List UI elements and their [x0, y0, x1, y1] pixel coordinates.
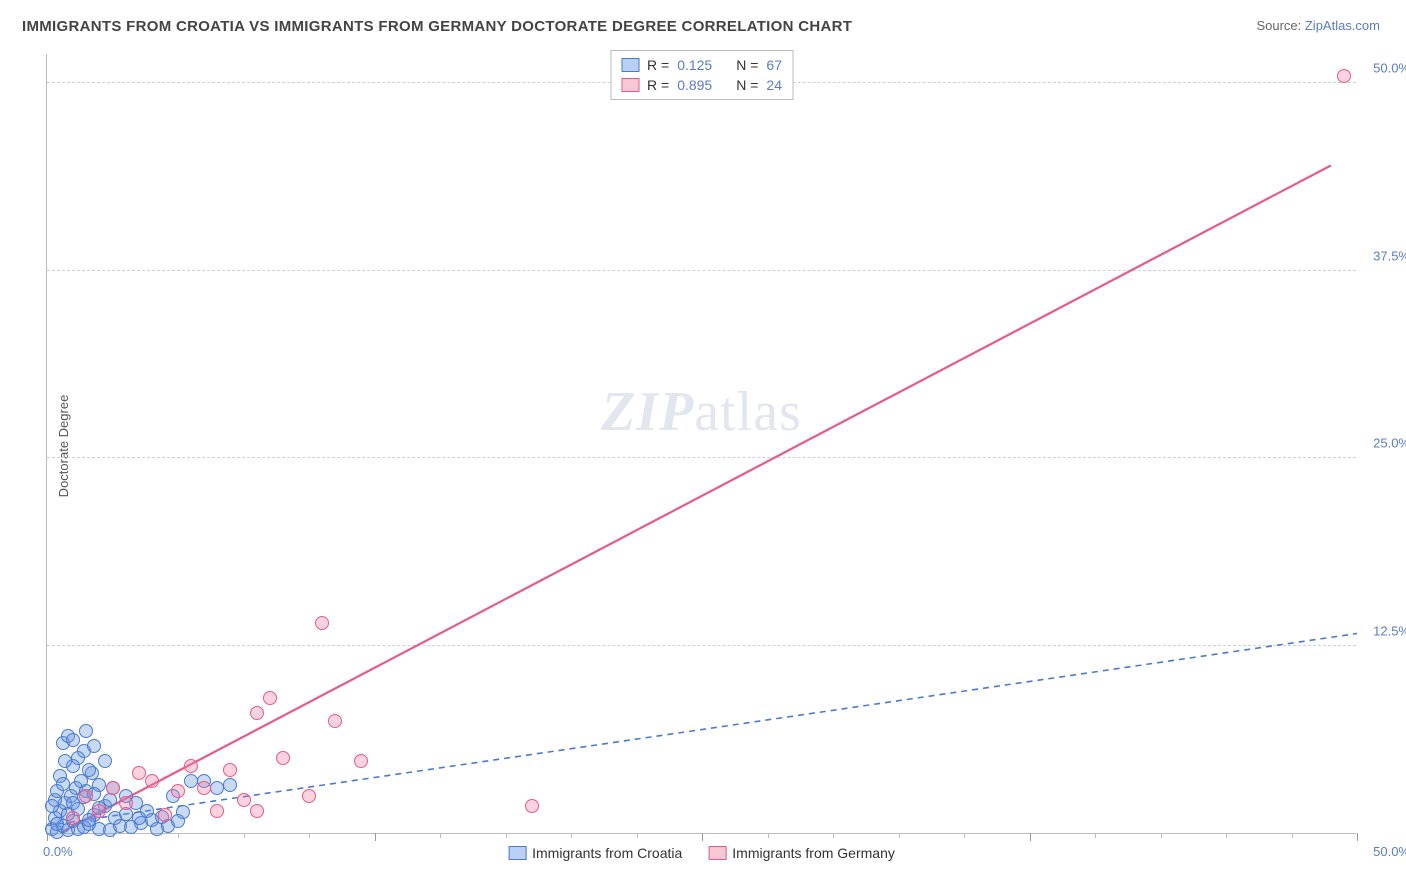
watermark-atlas: atlas — [694, 381, 802, 443]
x-tick-minor — [1226, 833, 1227, 838]
legend-label-germany: Immigrants from Germany — [732, 845, 895, 861]
x-tick-minor — [637, 833, 638, 838]
data-point-germany — [132, 766, 146, 780]
legend-stats: R = 0.125 N = 67 R = 0.895 N = 24 — [610, 50, 793, 100]
data-point-croatia — [98, 754, 112, 768]
overlay-svg — [47, 53, 1357, 833]
data-point-germany — [276, 751, 290, 765]
data-point-croatia — [176, 805, 190, 819]
data-point-croatia — [210, 781, 224, 795]
x-tick-minor — [571, 833, 572, 838]
origin-label: 0.0% — [43, 844, 73, 859]
y-tick-label: 50.0% — [1373, 61, 1406, 76]
data-point-croatia — [79, 724, 93, 738]
data-point-germany — [210, 804, 224, 818]
x-tick-minor — [1095, 833, 1096, 838]
x-tick-major — [375, 833, 376, 841]
swatch-germany-icon — [708, 846, 726, 860]
legend-item-germany: Immigrants from Germany — [708, 845, 895, 861]
data-point-croatia — [58, 754, 72, 768]
n-value-germany: 24 — [766, 77, 782, 93]
data-point-germany — [197, 781, 211, 795]
data-point-germany — [145, 774, 159, 788]
data-point-croatia — [66, 733, 80, 747]
y-tick-label: 37.5% — [1373, 248, 1406, 263]
data-point-germany — [184, 759, 198, 773]
x-tick-minor — [244, 833, 245, 838]
swatch-croatia-icon — [508, 846, 526, 860]
r-label: R = — [647, 57, 669, 73]
r-value-croatia: 0.125 — [677, 57, 712, 73]
gridline — [47, 270, 1356, 271]
source-link[interactable]: ZipAtlas.com — [1305, 18, 1380, 33]
gridline — [47, 645, 1356, 646]
data-point-croatia — [223, 778, 237, 792]
data-point-germany — [328, 714, 342, 728]
y-tick-label: 12.5% — [1373, 623, 1406, 638]
legend-stats-row-germany: R = 0.895 N = 24 — [621, 75, 782, 95]
data-point-croatia — [184, 774, 198, 788]
x-tick-minor — [1292, 833, 1293, 838]
data-point-germany — [1337, 69, 1351, 83]
data-point-germany — [354, 754, 368, 768]
data-point-germany — [302, 789, 316, 803]
n-label: N = — [736, 57, 758, 73]
legend-series: Immigrants from Croatia Immigrants from … — [508, 845, 895, 861]
n-label: N = — [736, 77, 758, 93]
data-point-croatia — [132, 811, 146, 825]
n-value-croatia: 67 — [766, 57, 782, 73]
x-tick-major — [702, 833, 703, 841]
data-point-germany — [525, 799, 539, 813]
data-point-germany — [119, 796, 133, 810]
data-point-croatia — [82, 763, 96, 777]
data-point-germany — [66, 811, 80, 825]
xmax-label: 50.0% — [1373, 844, 1406, 859]
data-point-germany — [237, 793, 251, 807]
x-tick-minor — [964, 833, 965, 838]
swatch-germany-icon — [621, 78, 639, 92]
x-tick-minor — [178, 833, 179, 838]
data-point-germany — [223, 763, 237, 777]
data-point-germany — [263, 691, 277, 705]
data-point-germany — [79, 789, 93, 803]
legend-label-croatia: Immigrants from Croatia — [532, 845, 682, 861]
watermark-zip: ZIP — [601, 381, 694, 443]
r-value-germany: 0.895 — [677, 77, 712, 93]
x-tick-major — [1030, 833, 1031, 841]
y-tick-label: 25.0% — [1373, 436, 1406, 451]
scatter-plot: ZIPatlas R = 0.125 N = 67 R = 0.895 N = … — [46, 54, 1356, 834]
data-point-croatia — [45, 799, 59, 813]
data-point-germany — [92, 804, 106, 818]
r-label: R = — [647, 77, 669, 93]
x-tick-major — [1357, 833, 1358, 841]
gridline — [47, 457, 1356, 458]
legend-stats-row-croatia: R = 0.125 N = 67 — [621, 55, 782, 75]
chart-title: IMMIGRANTS FROM CROATIA VS IMMIGRANTS FR… — [22, 18, 852, 35]
source-attribution: Source: ZipAtlas.com — [1256, 18, 1380, 33]
x-tick-minor — [833, 833, 834, 838]
data-point-germany — [106, 781, 120, 795]
data-point-germany — [158, 808, 172, 822]
legend-item-croatia: Immigrants from Croatia — [508, 845, 682, 861]
x-tick-minor — [1161, 833, 1162, 838]
data-point-croatia — [87, 739, 101, 753]
swatch-croatia-icon — [621, 58, 639, 72]
x-tick-minor — [506, 833, 507, 838]
data-point-germany — [315, 616, 329, 630]
data-point-germany — [171, 784, 185, 798]
regression-line-germany — [60, 166, 1331, 834]
data-point-germany — [250, 804, 264, 818]
x-tick-minor — [309, 833, 310, 838]
x-tick-minor — [440, 833, 441, 838]
data-point-croatia — [56, 777, 70, 791]
x-tick-minor — [899, 833, 900, 838]
data-point-germany — [250, 706, 264, 720]
x-tick-minor — [768, 833, 769, 838]
watermark: ZIPatlas — [601, 380, 802, 444]
data-point-croatia — [50, 817, 64, 831]
source-prefix: Source: — [1256, 18, 1304, 33]
